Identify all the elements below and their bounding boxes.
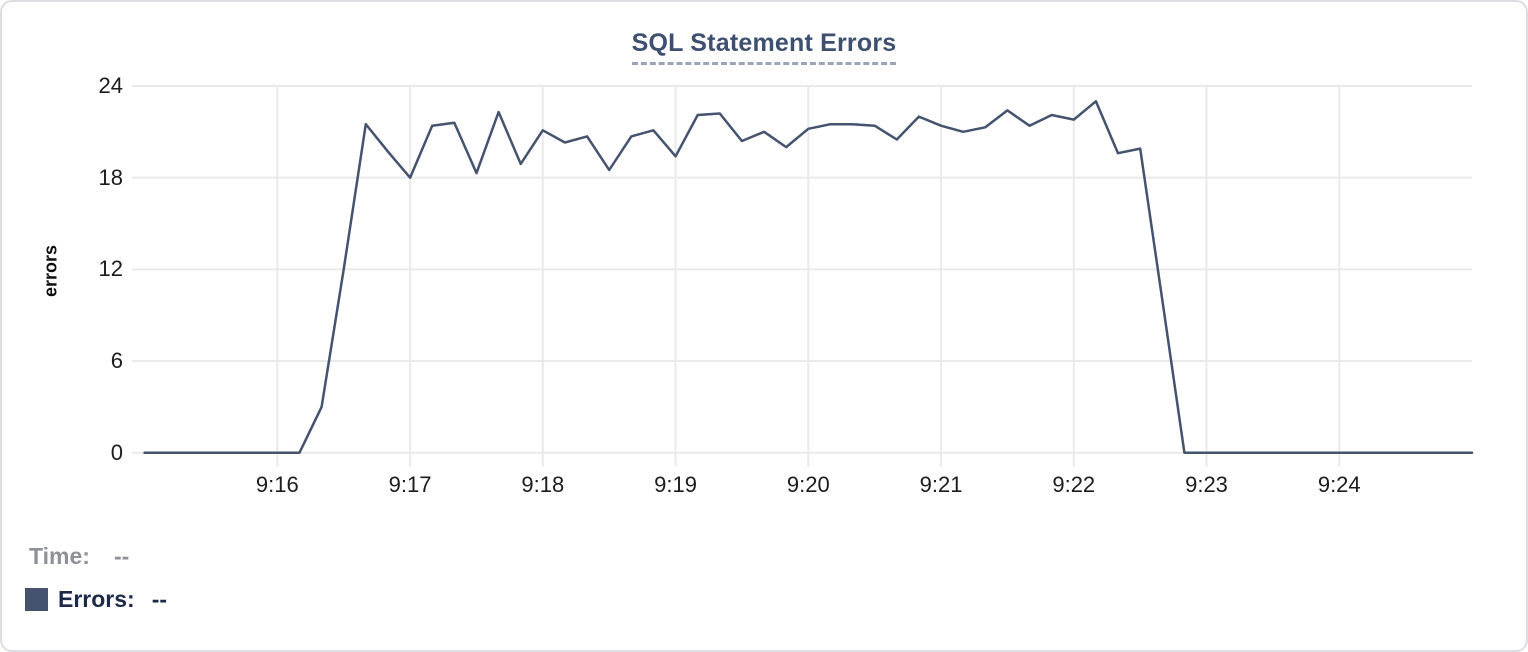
chart-title[interactable]: SQL Statement Errors (631, 29, 897, 65)
x-tick-label: 9:22 (1052, 472, 1096, 497)
x-tick-label: 9:17 (388, 472, 432, 497)
errors-readout-value: -- (151, 586, 168, 612)
x-tick-label: 9:19 (654, 472, 697, 497)
errors-readout-label: Errors: (58, 586, 135, 612)
y-tick-label: 12 (98, 256, 123, 282)
y-tick-label: 24 (98, 73, 123, 98)
y-tick-label: 0 (110, 439, 123, 465)
hover-time-readout: Time: -- (29, 543, 129, 570)
y-tick-label: 18 (98, 164, 123, 190)
chart-header: SQL Statement Errors (2, 29, 1526, 65)
x-tick-label: 9:18 (521, 472, 565, 497)
hover-errors-readout: Errors: -- (25, 586, 167, 613)
y-tick-label: 6 (110, 348, 123, 374)
x-tick-label: 9:16 (255, 472, 299, 497)
time-readout-label: Time: (29, 543, 90, 569)
x-tick-label: 9:20 (786, 472, 830, 497)
x-tick-label: 9:21 (919, 472, 963, 497)
errors-series-swatch (25, 588, 48, 611)
time-readout-value: -- (113, 543, 130, 569)
x-tick-label: 9:24 (1317, 472, 1361, 497)
x-tick-label: 9:23 (1185, 472, 1228, 497)
